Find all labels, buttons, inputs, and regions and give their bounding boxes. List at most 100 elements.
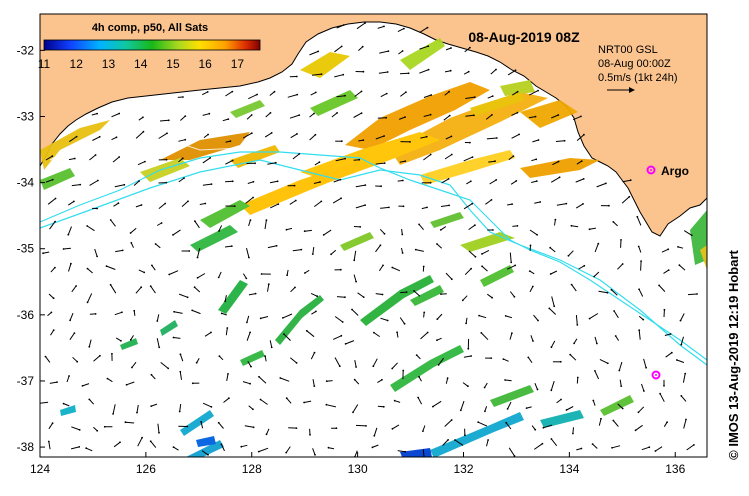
- legend-tick-label: 16: [199, 57, 213, 71]
- current-vector-head: [473, 96, 476, 98]
- current-vector-head: [591, 443, 594, 445]
- current-vector: [114, 184, 125, 188]
- current-vector: [598, 290, 608, 294]
- current-vector-head: [582, 178, 585, 180]
- info-line-2: 08-Aug 00:00Z: [598, 58, 671, 70]
- current-vector-head: [684, 372, 687, 375]
- current-vector: [169, 270, 179, 275]
- current-vector: [375, 244, 381, 253]
- current-vector-head: [447, 178, 450, 180]
- current-vector-head: [260, 273, 263, 275]
- current-vector-head: [150, 405, 153, 407]
- current-vector-head: [459, 409, 462, 412]
- current-vector-head: [594, 370, 596, 372]
- current-vector: [397, 28, 405, 33]
- current-vector: [265, 112, 271, 118]
- info-line-1: NRT00 GSL: [598, 44, 658, 56]
- current-vector-head: [207, 133, 210, 136]
- current-vector: [50, 267, 56, 273]
- current-vector-head: [96, 112, 98, 115]
- current-vector-head: [667, 269, 670, 271]
- current-vector-head: [402, 205, 405, 208]
- current-vector-head: [79, 183, 82, 186]
- current-vector: [93, 355, 101, 362]
- current-vector-head: [120, 339, 122, 342]
- current-vector-head: [666, 421, 668, 424]
- current-vector-head: [504, 379, 506, 381]
- current-vector-head: [436, 339, 438, 342]
- current-vector-head: [663, 308, 666, 311]
- current-vector-head: [364, 22, 366, 24]
- current-vector: [331, 112, 338, 118]
- current-vector-head: [136, 411, 138, 414]
- current-vector: [505, 422, 512, 430]
- current-vector: [135, 131, 144, 139]
- current-vector-head: [527, 356, 530, 359]
- current-vector-head: [252, 408, 254, 411]
- current-vector-head: [196, 276, 199, 279]
- current-vector: [440, 226, 447, 231]
- current-vector: [48, 293, 54, 299]
- current-vector: [442, 439, 449, 446]
- current-vector-head: [50, 311, 53, 314]
- colorbar: [43, 39, 261, 51]
- current-vector: [332, 335, 342, 340]
- current-vector-head: [490, 357, 493, 359]
- current-vector-head: [270, 346, 273, 349]
- current-vector: [528, 116, 536, 119]
- current-vector: [487, 95, 493, 99]
- current-vector-head: [224, 300, 227, 302]
- current-vector: [399, 160, 406, 163]
- current-vector: [576, 134, 585, 141]
- current-vector: [45, 155, 53, 161]
- current-vector: [242, 132, 253, 139]
- current-vector-head: [254, 292, 257, 295]
- current-vector-head: [314, 133, 317, 136]
- current-vector: [173, 446, 179, 451]
- current-vector-head: [550, 346, 553, 349]
- current-vector-head: [565, 409, 568, 411]
- current-vector: [454, 439, 464, 446]
- current-vector-head: [309, 433, 311, 436]
- current-vector-head: [478, 314, 480, 317]
- current-vector-head: [576, 376, 579, 379]
- current-vector: [464, 47, 471, 53]
- current-vector-head: [422, 430, 424, 432]
- current-vector: [218, 271, 222, 278]
- current-vector: [312, 247, 315, 255]
- current-vector-head: [313, 351, 316, 354]
- current-vector-head: [426, 331, 429, 334]
- current-vector: [530, 335, 534, 342]
- current-vector: [151, 374, 156, 380]
- current-vector-head: [663, 384, 665, 387]
- current-vector-head: [240, 445, 243, 448]
- current-vector-head: [191, 382, 194, 385]
- current-vector: [592, 400, 596, 406]
- current-vector: [460, 400, 465, 411]
- current-vector-head: [597, 242, 600, 245]
- y-tick-label: -37: [17, 374, 35, 388]
- current-vector-head: [373, 331, 375, 334]
- current-vector: [202, 113, 210, 116]
- current-vector: [661, 248, 669, 253]
- current-vector-head: [344, 157, 346, 160]
- current-vector-head: [76, 360, 79, 363]
- current-vector: [638, 406, 645, 413]
- current-vector-head: [315, 310, 317, 313]
- current-vector: [326, 404, 337, 408]
- current-vector: [246, 315, 250, 323]
- current-vector-head: [557, 114, 560, 116]
- x-tick-label: 126: [136, 462, 156, 476]
- current-vector-head: [693, 444, 695, 446]
- current-vector: [551, 114, 559, 119]
- current-vector-head: [259, 398, 262, 401]
- current-vector: [443, 115, 451, 121]
- current-vector: [372, 444, 379, 448]
- current-vector: [312, 448, 316, 455]
- current-vector-head: [246, 321, 248, 324]
- current-vector-head: [210, 183, 213, 186]
- current-vector: [636, 216, 642, 226]
- current-vector-head: [81, 385, 84, 387]
- current-vector: [682, 373, 686, 383]
- current-vector-head: [130, 242, 133, 244]
